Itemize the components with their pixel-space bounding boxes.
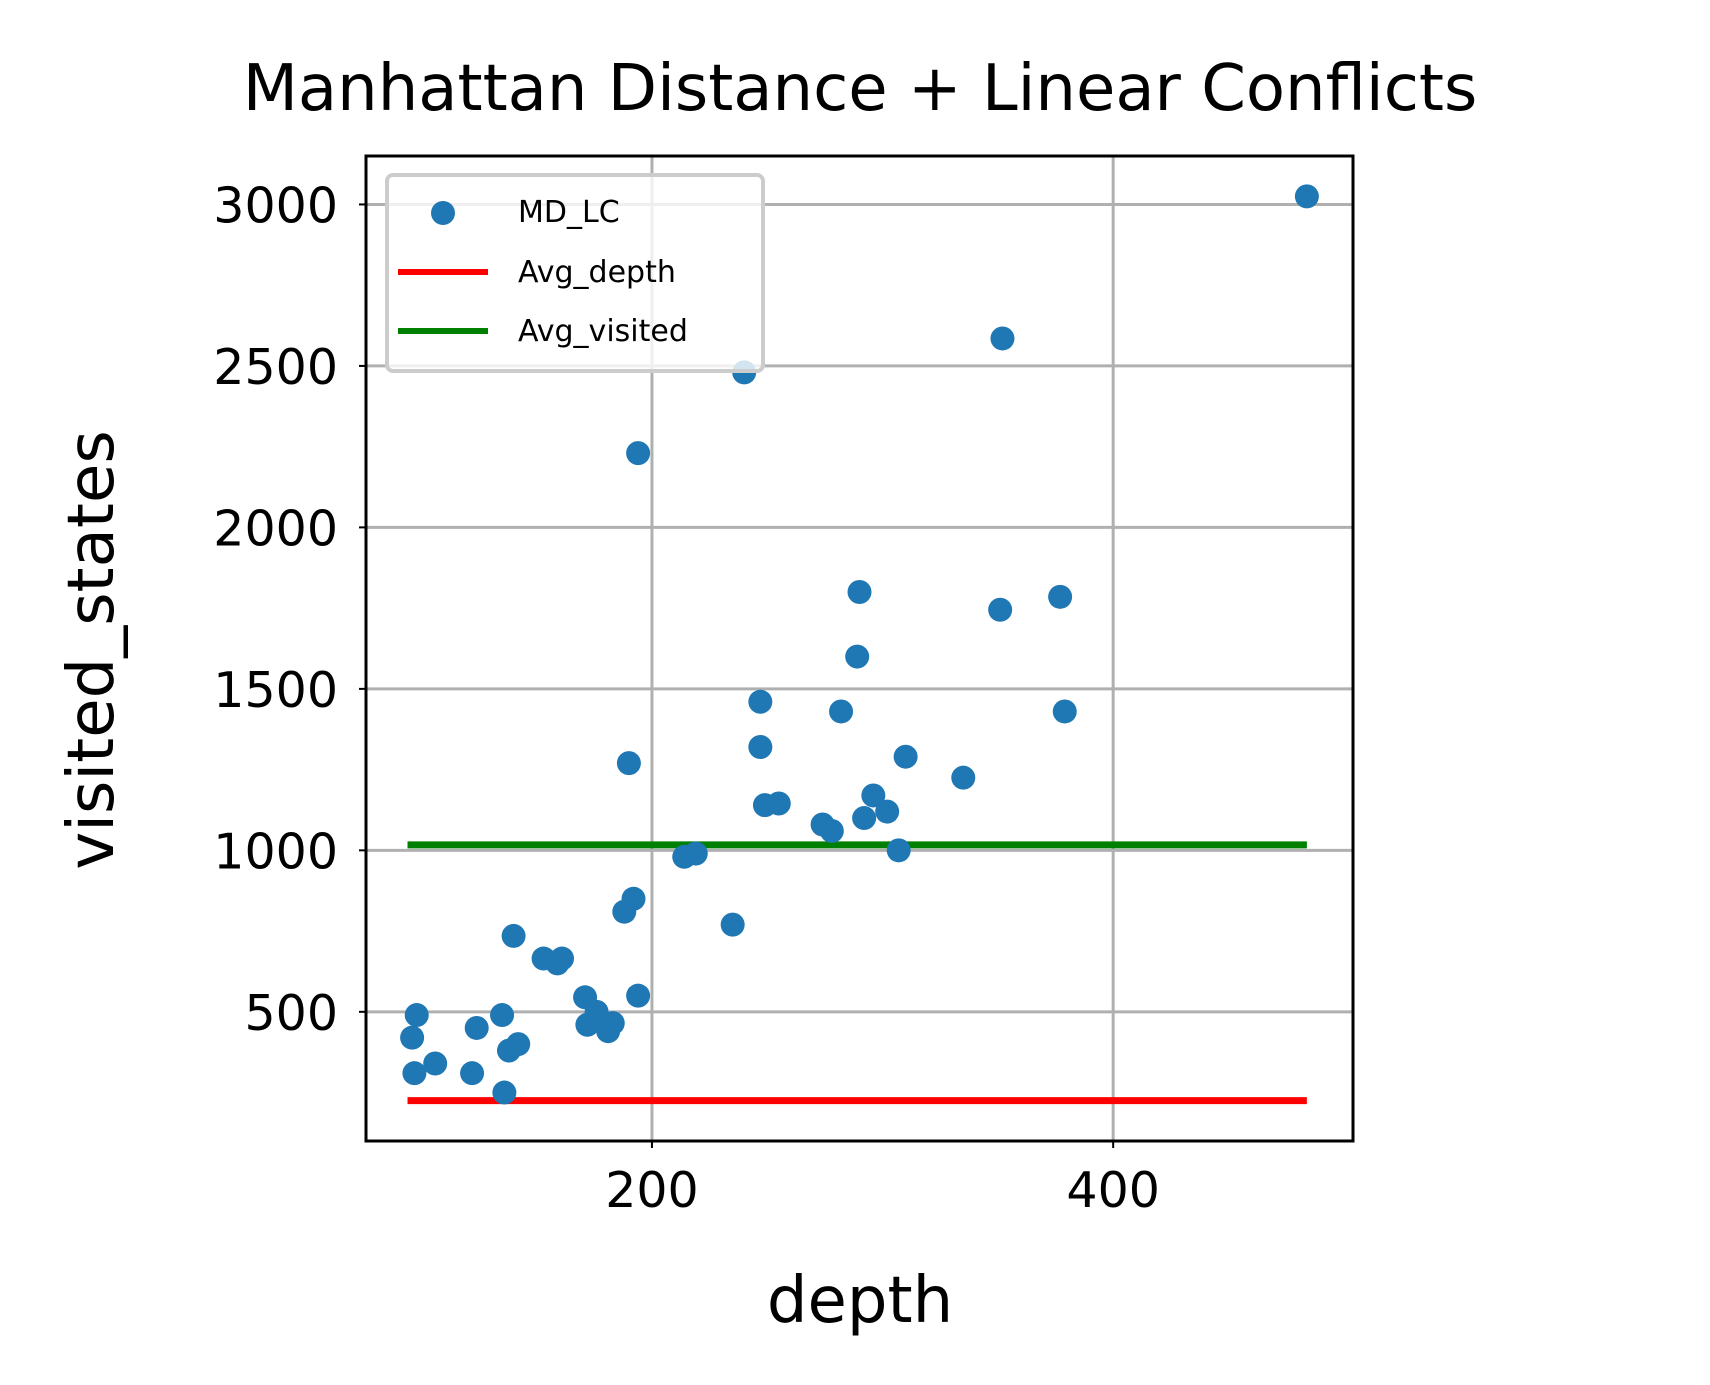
scatter-point	[464, 1015, 489, 1040]
scatter-point	[861, 783, 886, 808]
scatter-point	[550, 946, 575, 971]
scatter-point	[501, 923, 526, 948]
scatter-point	[1052, 699, 1077, 724]
scatter-point	[990, 326, 1015, 351]
scatter-point	[893, 744, 918, 769]
scatter-point	[845, 644, 870, 669]
scatter-point	[460, 1061, 485, 1086]
legend-label-avg-depth: Avg_depth	[518, 255, 676, 290]
x-tick-label: 200	[605, 1162, 699, 1219]
scatter-point	[1294, 184, 1319, 209]
scatter-point	[621, 886, 646, 911]
legend-marker-md-lc	[431, 201, 455, 225]
scatter-point	[492, 1080, 517, 1105]
y-axis-title: visited_states	[55, 430, 129, 869]
scatter-point	[847, 579, 872, 604]
legend-label-avg-visited: Avg_visited	[518, 314, 688, 349]
scatter-point	[951, 765, 976, 790]
scatter-point	[720, 912, 745, 937]
scatter-point	[852, 806, 877, 831]
legend-label-md-lc: MD_LC	[518, 195, 620, 230]
y-tick-label: 2500	[213, 339, 338, 396]
series-lines	[407, 841, 1307, 1105]
scatter-point	[683, 841, 708, 866]
scatter-point	[490, 1003, 515, 1028]
scatter-point	[600, 1011, 625, 1036]
scatter-point	[766, 791, 791, 816]
scatter-point	[404, 1003, 429, 1028]
scatter-point	[1048, 584, 1073, 609]
scatter-points	[400, 184, 1319, 1105]
y-tick-label: 1000	[213, 823, 338, 880]
legend: MD_LC Avg_depth Avg_visited	[385, 173, 765, 373]
scatter-point	[875, 799, 900, 824]
scatter-point	[819, 818, 844, 843]
scatter-point	[423, 1051, 448, 1076]
scatter-point	[626, 983, 651, 1008]
scatter-point	[402, 1061, 427, 1086]
scatter-point	[829, 699, 854, 724]
x-tick-label: 400	[1066, 1162, 1160, 1219]
legend-box	[385, 173, 765, 373]
scatter-point	[506, 1032, 531, 1057]
scatter-point	[988, 597, 1013, 622]
y-tick-label: 1500	[213, 662, 338, 719]
scatter-point	[626, 441, 651, 466]
scatter-point	[748, 689, 773, 714]
x-axis-title: depth	[767, 1264, 953, 1338]
plot-frame	[364, 154, 1355, 1143]
y-tick-label: 2000	[213, 500, 338, 557]
scatter-point	[748, 735, 773, 759]
chart-title: Manhattan Distance + Linear Conflicts	[243, 52, 1478, 126]
axis-ticks: 200 400 500 1000 1500 2000 2500 3000	[213, 177, 1160, 1219]
scatter-point	[616, 751, 641, 776]
y-tick-label: 3000	[213, 177, 338, 234]
scatter-point	[400, 1025, 425, 1050]
scatter-point	[886, 838, 911, 863]
y-tick-label: 500	[244, 985, 338, 1042]
